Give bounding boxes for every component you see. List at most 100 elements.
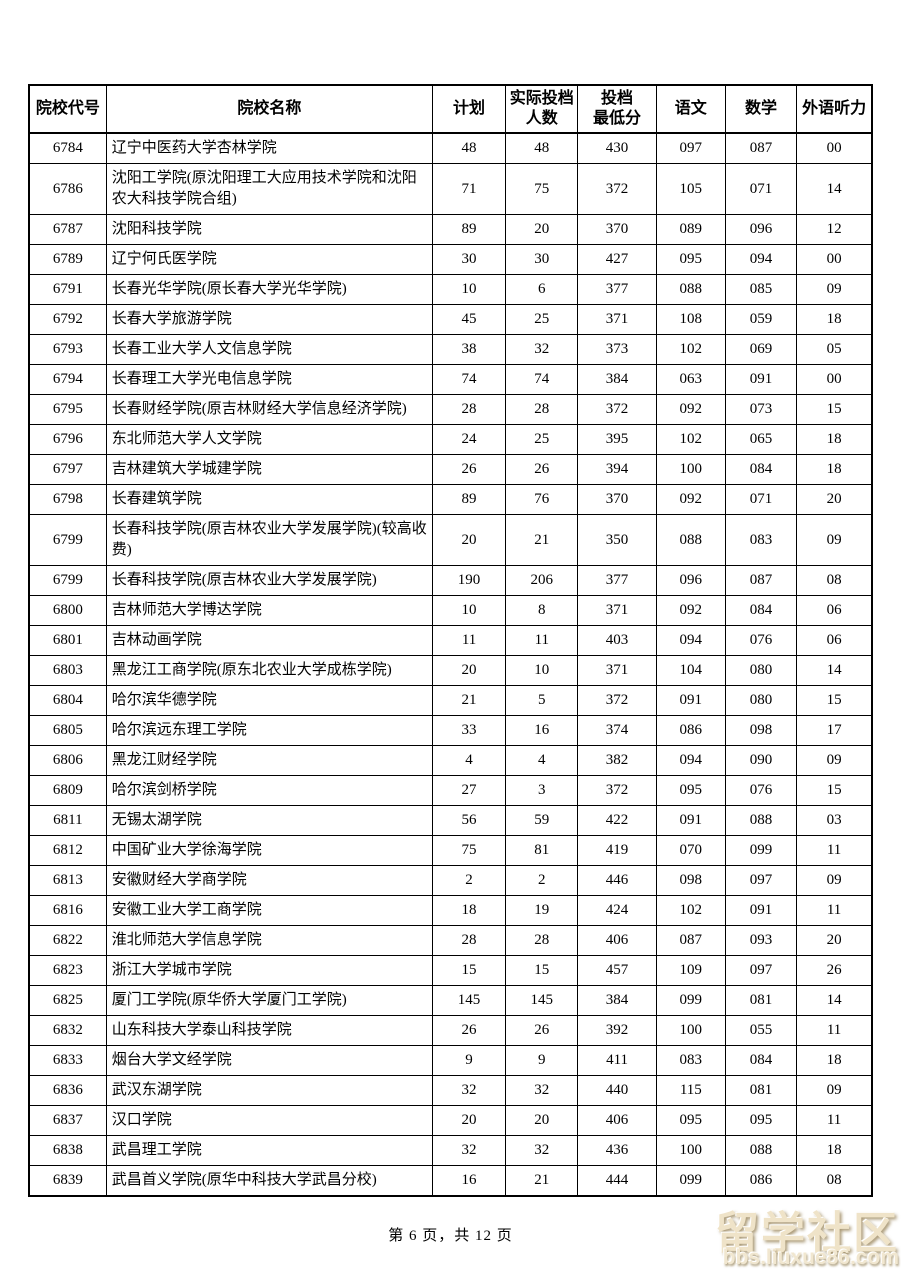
cell-actual-count: 32 xyxy=(505,1075,579,1106)
cell-college-code: 6801 xyxy=(28,625,107,656)
cell-plan: 28 xyxy=(431,925,507,956)
cell-plan: 30 xyxy=(431,244,507,275)
cell-college-code: 6793 xyxy=(28,334,107,365)
cell-chinese: 086 xyxy=(655,715,726,746)
table-body: 6784 辽宁中医药大学杏林学院 48 48 430 097 087 00 6786 沈阳工学院(… xyxy=(28,132,873,1197)
cell-college-name: 沈阳科技学院 xyxy=(105,214,433,245)
cell-college-code: 6832 xyxy=(28,1015,107,1046)
cell-min-score: 372 xyxy=(577,394,657,425)
page-number: 第 6 页，共 12 页 xyxy=(388,1228,513,1244)
cell-chinese: 095 xyxy=(655,775,726,806)
table-row: 6795 长春财经学院(原吉林财经大学信息经济学院) 28 28 372 092 073 15 xyxy=(28,394,873,425)
cell-chinese: 087 xyxy=(655,925,726,956)
table-row: 6798 长春建筑学院 89 76 370 092 071 20 xyxy=(28,484,873,515)
table-row: 6799 长春科技学院(原吉林农业大学发展学院) 190 206 377 096 087 08 xyxy=(28,565,873,596)
cell-chinese: 115 xyxy=(655,1075,726,1106)
cell-chinese: 063 xyxy=(655,364,726,395)
cell-plan: 38 xyxy=(431,334,507,365)
cell-min-score: 377 xyxy=(577,565,657,596)
table-row: 6801 吉林动画学院 11 11 403 094 076 06 xyxy=(28,625,873,656)
cell-college-name: 黑龙江财经学院 xyxy=(105,745,433,776)
cell-college-name: 沈阳工学院(原沈阳理工大应用技术学院和沈阳农大科技学院合组) xyxy=(105,163,433,215)
cell-math: 099 xyxy=(724,835,798,866)
cell-college-name: 安徽工业大学工商学院 xyxy=(105,895,433,926)
cell-foreign-listening: 18 xyxy=(796,454,873,485)
cell-actual-count: 81 xyxy=(505,835,579,866)
cell-min-score: 457 xyxy=(577,955,657,986)
column-header-plan: 计划 xyxy=(431,84,507,134)
cell-chinese: 094 xyxy=(655,745,726,776)
table-row: 6837 汉口学院 20 20 406 095 095 11 xyxy=(28,1105,873,1136)
cell-foreign-listening: 06 xyxy=(796,595,873,626)
cell-actual-count: 28 xyxy=(505,394,579,425)
cell-chinese: 097 xyxy=(655,132,726,164)
cell-math: 095 xyxy=(724,1105,798,1136)
cell-min-score: 392 xyxy=(577,1015,657,1046)
cell-actual-count: 8 xyxy=(505,595,579,626)
cell-college-code: 6809 xyxy=(28,775,107,806)
table-row: 6832 山东科技大学泰山科技学院 26 26 392 100 055 11 xyxy=(28,1015,873,1046)
cell-college-code: 6796 xyxy=(28,424,107,455)
cell-chinese: 098 xyxy=(655,865,726,896)
cell-min-score: 411 xyxy=(577,1045,657,1076)
cell-foreign-listening: 14 xyxy=(796,655,873,686)
cell-foreign-listening: 18 xyxy=(796,304,873,335)
cell-min-score: 371 xyxy=(577,304,657,335)
cell-college-name: 吉林建筑大学城建学院 xyxy=(105,454,433,485)
table-row: 6789 辽宁何氏医学院 30 30 427 095 094 00 xyxy=(28,244,873,275)
cell-actual-count: 74 xyxy=(505,364,579,395)
cell-college-name: 山东科技大学泰山科技学院 xyxy=(105,1015,433,1046)
cell-math: 087 xyxy=(724,565,798,596)
cell-college-name: 无锡太湖学院 xyxy=(105,805,433,836)
cell-min-score: 395 xyxy=(577,424,657,455)
cell-plan: 190 xyxy=(431,565,507,596)
cell-actual-count: 21 xyxy=(505,1165,579,1197)
cell-chinese: 095 xyxy=(655,244,726,275)
cell-foreign-listening: 00 xyxy=(796,132,873,164)
cell-college-name: 长春光华学院(原长春大学光华学院) xyxy=(105,274,433,305)
cell-college-code: 6813 xyxy=(28,865,107,896)
cell-chinese: 092 xyxy=(655,484,726,515)
table-row: 6809 哈尔滨剑桥学院 27 3 372 095 076 15 xyxy=(28,775,873,806)
cell-min-score: 384 xyxy=(577,985,657,1016)
cell-plan: 32 xyxy=(431,1075,507,1106)
cell-min-score: 371 xyxy=(577,595,657,626)
cell-college-name: 长春建筑学院 xyxy=(105,484,433,515)
cell-college-name: 长春工业大学人文信息学院 xyxy=(105,334,433,365)
cell-min-score: 373 xyxy=(577,334,657,365)
cell-min-score: 384 xyxy=(577,364,657,395)
cell-math: 069 xyxy=(724,334,798,365)
cell-college-name: 吉林动画学院 xyxy=(105,625,433,656)
cell-actual-count: 206 xyxy=(505,565,579,596)
cell-min-score: 382 xyxy=(577,745,657,776)
cell-min-score: 436 xyxy=(577,1135,657,1166)
cell-plan: 89 xyxy=(431,484,507,515)
cell-chinese: 095 xyxy=(655,1105,726,1136)
cell-college-name: 长春科技学院(原吉林农业大学发展学院) xyxy=(105,565,433,596)
cell-chinese: 102 xyxy=(655,334,726,365)
table-row: 6803 黑龙江工商学院(原东北农业大学成栋学院) 20 10 371 104 080 14 xyxy=(28,655,873,686)
cell-foreign-listening: 09 xyxy=(796,865,873,896)
cell-college-code: 6822 xyxy=(28,925,107,956)
cell-foreign-listening: 00 xyxy=(796,364,873,395)
cell-chinese: 070 xyxy=(655,835,726,866)
cell-min-score: 430 xyxy=(577,132,657,164)
cell-foreign-listening: 05 xyxy=(796,334,873,365)
cell-college-name: 哈尔滨远东理工学院 xyxy=(105,715,433,746)
cell-min-score: 424 xyxy=(577,895,657,926)
cell-min-score: 377 xyxy=(577,274,657,305)
cell-min-score: 403 xyxy=(577,625,657,656)
cell-actual-count: 5 xyxy=(505,685,579,716)
table-row: 6797 吉林建筑大学城建学院 26 26 394 100 084 18 xyxy=(28,454,873,485)
cell-college-code: 6839 xyxy=(28,1165,107,1197)
cell-college-code: 6838 xyxy=(28,1135,107,1166)
cell-actual-count: 75 xyxy=(505,163,579,215)
cell-foreign-listening: 09 xyxy=(796,514,873,566)
table-row: 6825 厦门工学院(原华侨大学厦门工学院) 145 145 384 099 081 14 xyxy=(28,985,873,1016)
cell-plan: 2 xyxy=(431,865,507,896)
cell-min-score: 427 xyxy=(577,244,657,275)
cell-actual-count: 2 xyxy=(505,865,579,896)
cell-foreign-listening: 20 xyxy=(796,925,873,956)
cell-college-code: 6812 xyxy=(28,835,107,866)
cell-chinese: 100 xyxy=(655,1135,726,1166)
